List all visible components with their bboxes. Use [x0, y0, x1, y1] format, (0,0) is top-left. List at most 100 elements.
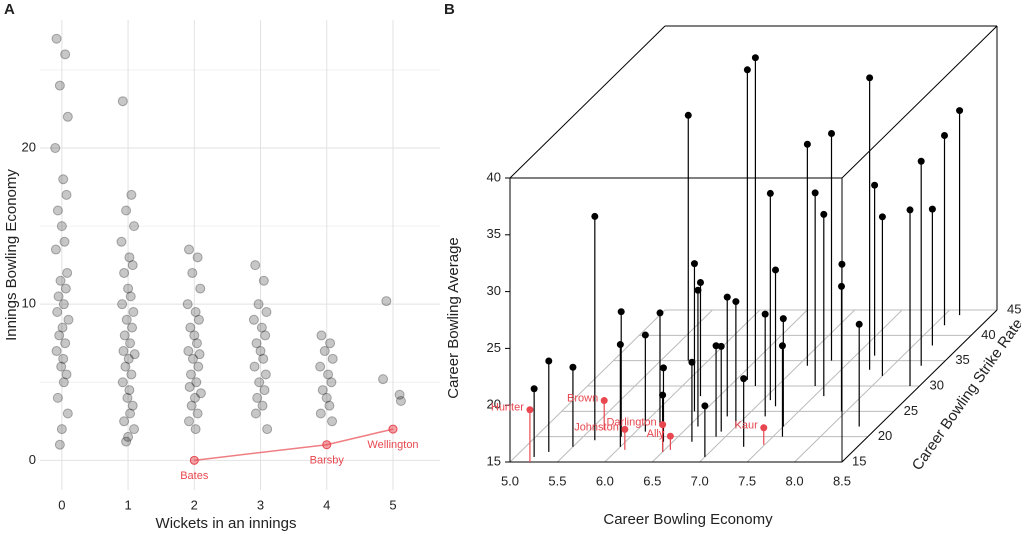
point — [193, 361, 204, 372]
point — [249, 361, 260, 372]
point — [53, 291, 64, 302]
point — [659, 391, 667, 399]
point-label: Wellington — [367, 439, 418, 451]
point — [378, 374, 389, 385]
highlight-point — [621, 425, 629, 433]
x-tick-label: 6.5 — [643, 473, 661, 488]
point — [117, 299, 128, 310]
point — [743, 66, 751, 74]
highlight-point — [526, 406, 534, 414]
point — [956, 107, 964, 115]
y-tick-label: 20 — [22, 139, 36, 154]
point — [187, 267, 198, 278]
point — [129, 221, 140, 232]
point — [127, 400, 138, 411]
point — [117, 96, 128, 107]
point — [184, 381, 195, 392]
point — [54, 439, 65, 450]
point — [185, 369, 196, 380]
point — [257, 400, 268, 411]
point — [185, 322, 196, 333]
point — [62, 267, 73, 278]
point — [684, 111, 692, 119]
point — [319, 346, 330, 357]
highlight-point — [189, 455, 199, 465]
point-label: Brown — [567, 392, 598, 404]
x-tick-label: 5.5 — [548, 473, 566, 488]
point — [50, 244, 61, 255]
x-tick-label: 7.5 — [738, 473, 756, 488]
point — [917, 157, 925, 165]
point — [866, 74, 874, 82]
point — [395, 395, 406, 406]
point — [191, 338, 202, 349]
point — [184, 244, 195, 255]
z-tick-label: 35 — [487, 226, 501, 241]
point — [251, 338, 262, 349]
z-tick-label: 20 — [487, 397, 501, 412]
y-tick-label: 25 — [904, 403, 918, 418]
box-edge — [841, 309, 998, 463]
point — [189, 392, 200, 403]
point — [530, 385, 538, 393]
point — [694, 286, 702, 294]
point — [116, 236, 127, 247]
point — [123, 283, 134, 294]
point — [659, 364, 667, 372]
point — [723, 293, 731, 301]
point — [57, 322, 68, 333]
point — [260, 330, 271, 341]
point — [55, 275, 66, 286]
point — [183, 346, 194, 357]
point — [732, 298, 740, 306]
point — [855, 320, 863, 328]
point — [52, 205, 63, 216]
point — [124, 252, 135, 263]
point — [751, 54, 759, 62]
point-label: Barsby — [310, 455, 345, 467]
z-tick-label: 40 — [487, 169, 501, 184]
point — [190, 306, 201, 317]
point — [248, 314, 259, 325]
point — [928, 205, 936, 213]
point — [761, 310, 769, 318]
point — [838, 260, 846, 268]
point — [123, 431, 134, 442]
point — [316, 330, 327, 341]
point — [766, 189, 774, 197]
point — [254, 377, 265, 388]
panel-label: B — [444, 1, 455, 18]
point — [123, 353, 134, 364]
y-axis-title: Career Bowling Strike Rate — [909, 316, 1021, 474]
point — [120, 361, 131, 372]
point — [51, 346, 62, 357]
point — [60, 49, 71, 60]
point — [54, 330, 65, 341]
point — [617, 308, 625, 316]
point — [62, 111, 73, 122]
point — [253, 299, 264, 310]
highlight-point — [760, 424, 768, 432]
point — [656, 309, 664, 317]
z-tick-label: 30 — [487, 283, 501, 298]
z-tick-label: 25 — [487, 340, 501, 355]
point — [186, 400, 197, 411]
point — [126, 189, 137, 200]
x-tick-label: 3 — [257, 497, 264, 512]
box-edge — [841, 25, 998, 179]
point — [60, 283, 71, 294]
point — [51, 33, 62, 44]
point — [127, 260, 138, 271]
x-tick-label: 8.0 — [786, 473, 804, 488]
point — [837, 282, 845, 290]
x-axis-title: Wickets in an innings — [156, 515, 297, 532]
point — [255, 346, 266, 357]
point — [712, 342, 720, 350]
point — [58, 299, 69, 310]
point — [121, 436, 132, 447]
highlight-point — [666, 432, 674, 440]
point — [906, 206, 914, 214]
x-tick-label: 1 — [124, 497, 131, 512]
point — [688, 358, 696, 366]
point — [811, 189, 819, 197]
